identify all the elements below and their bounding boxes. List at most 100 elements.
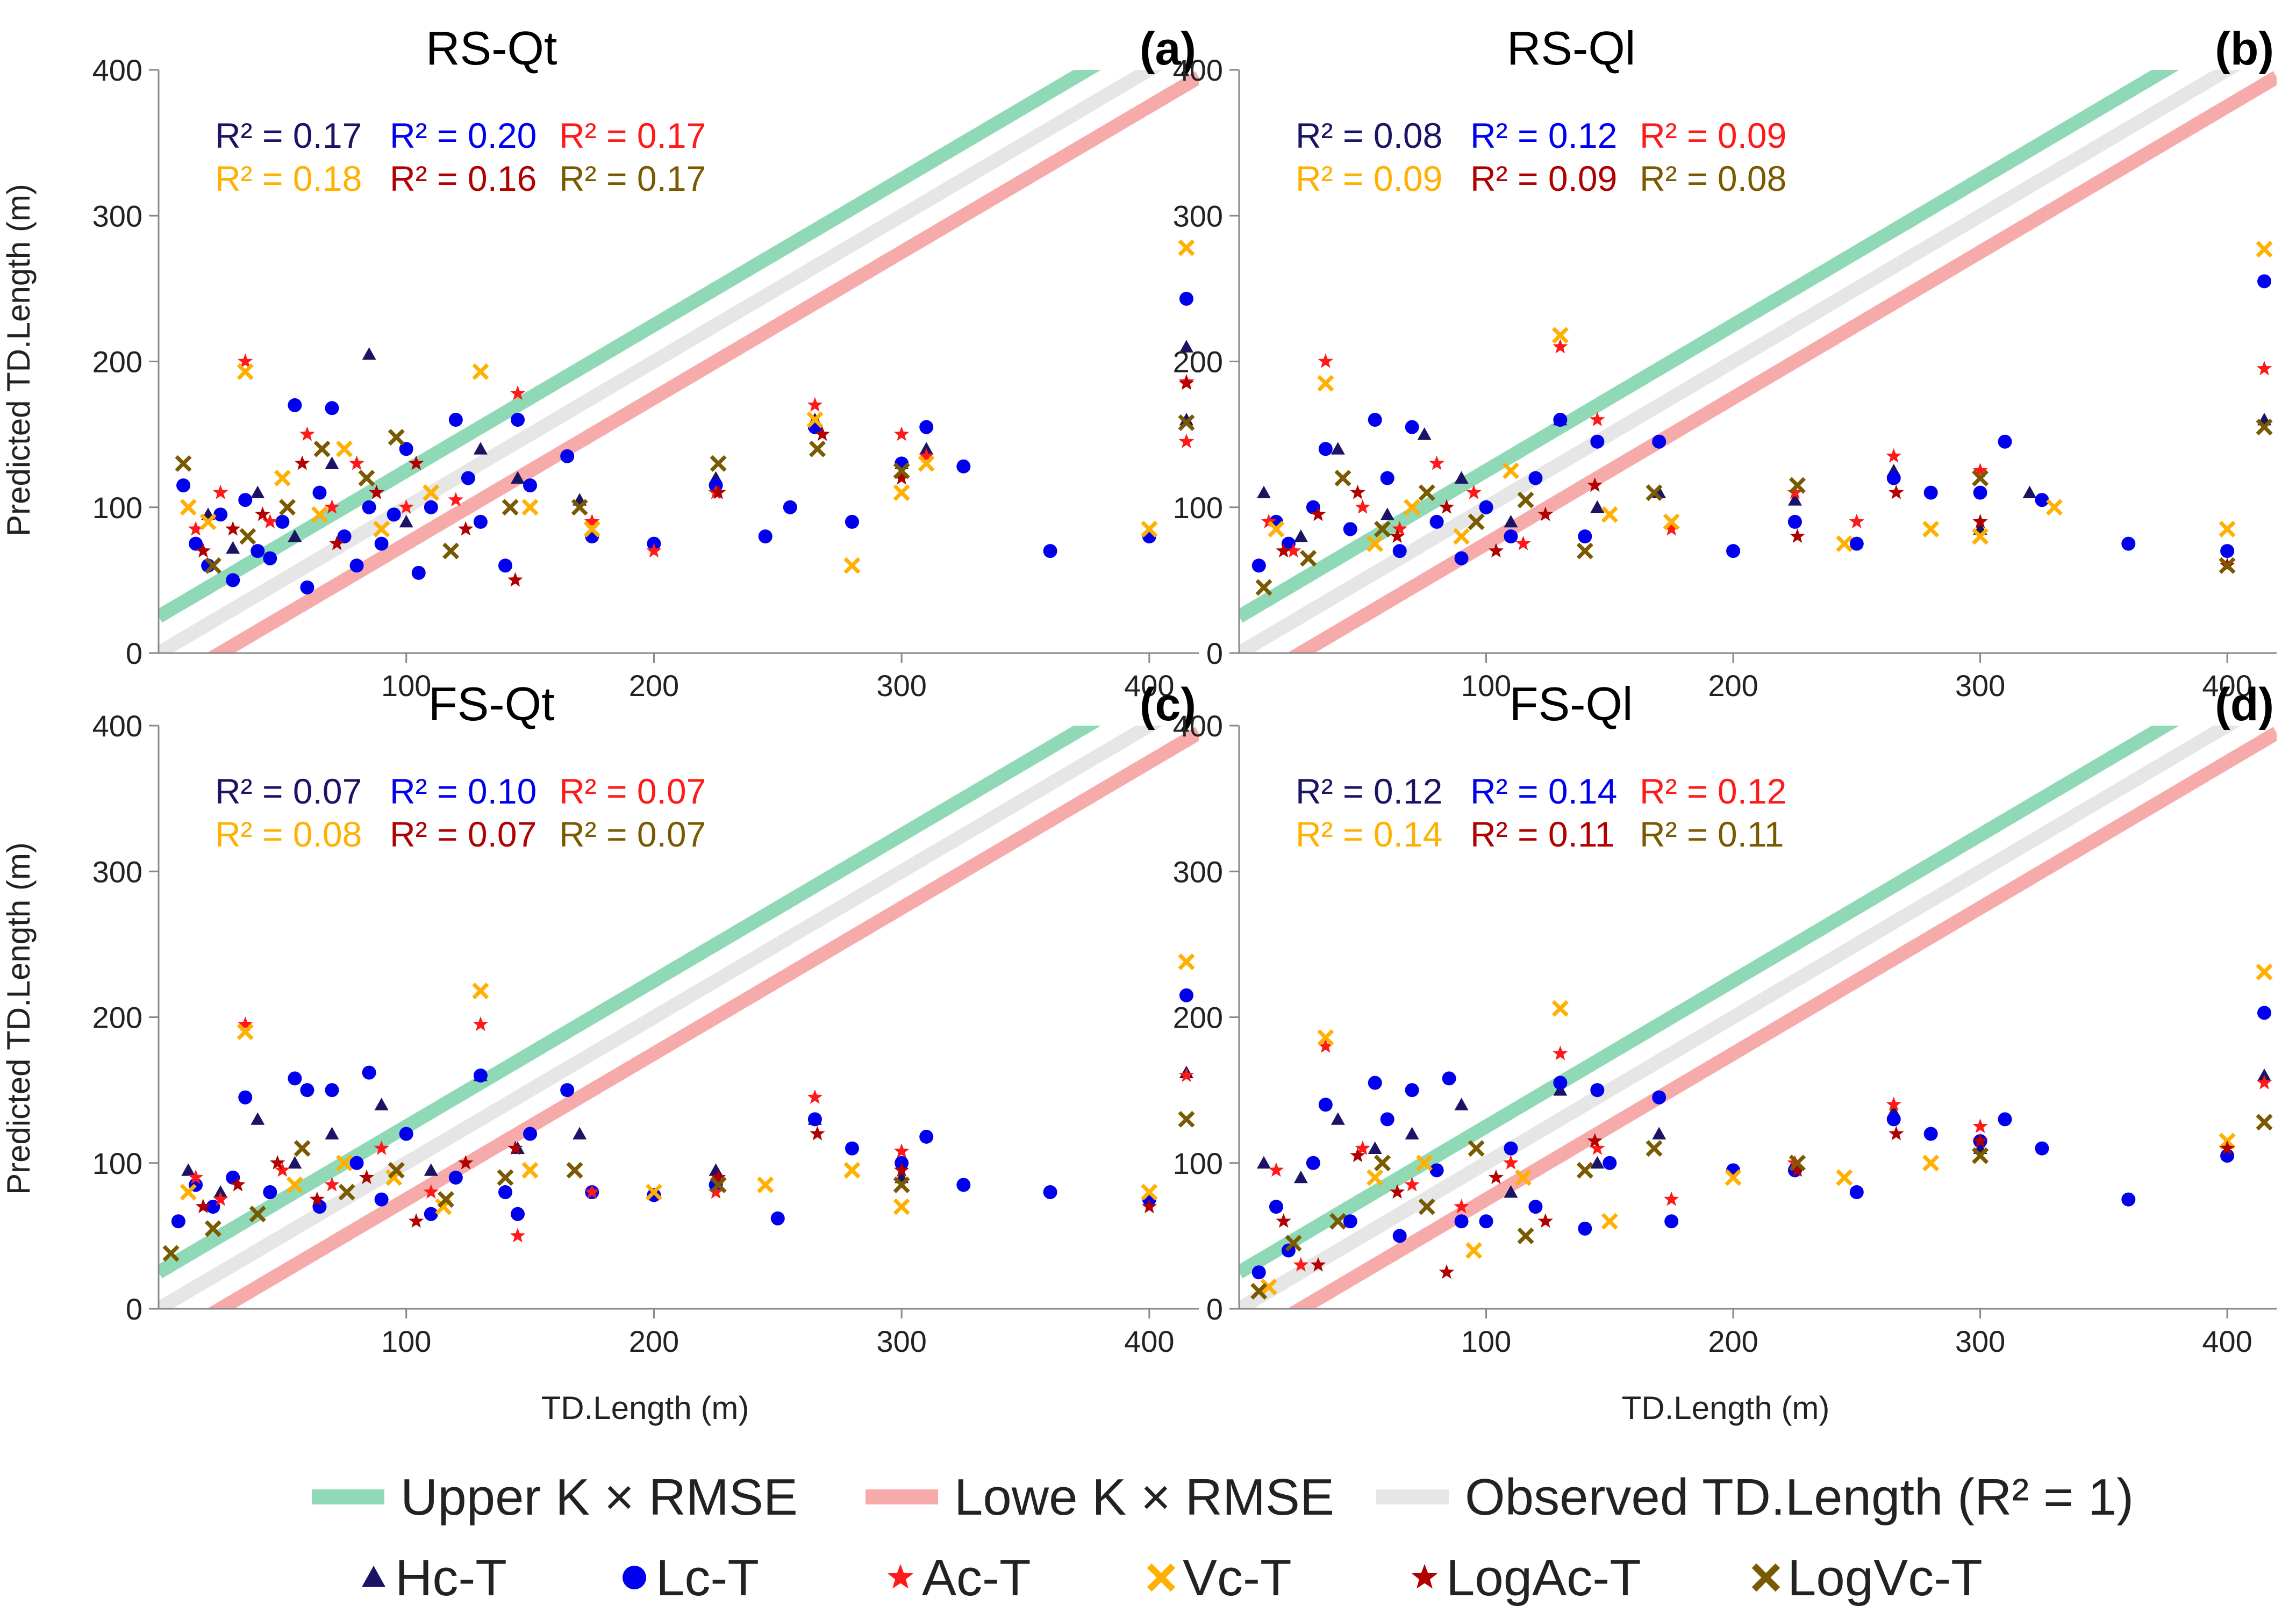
reference-bands — [1239, 70, 2277, 653]
legend-label: Ac-T — [922, 1549, 1031, 1607]
data-point — [893, 1162, 910, 1177]
data-point — [1404, 499, 1421, 516]
data-point — [1922, 520, 1940, 537]
data-point — [1380, 1112, 1394, 1127]
data-point — [2121, 1192, 2136, 1207]
data-point — [1468, 1140, 1485, 1157]
observed-line — [1239, 726, 2241, 1309]
data-point — [498, 558, 512, 573]
data-point — [2035, 493, 2049, 507]
data-point — [213, 507, 228, 522]
data-point — [2219, 1140, 2235, 1155]
data-point — [893, 1176, 910, 1193]
data-point — [893, 462, 910, 479]
data-point — [1405, 1083, 1419, 1098]
data-point — [1343, 1214, 1357, 1229]
y-tick-label: 100 — [92, 1146, 142, 1180]
x-tick-label: 200 — [629, 1324, 679, 1358]
legend-x-icon — [1751, 1563, 1780, 1592]
data-point — [472, 983, 489, 1000]
data-point — [1972, 463, 1988, 477]
legend: Upper K × RMSE Lowe K × RMSE Observed TD.L… — [312, 1468, 2134, 1607]
series-lc-t — [1251, 274, 2272, 573]
data-point — [1256, 485, 1271, 499]
x-tick-label: 300 — [876, 669, 926, 703]
data-point — [263, 551, 277, 565]
data-point — [374, 1140, 389, 1155]
data-point — [448, 492, 464, 507]
r2-annotation: R² = 0.17 — [559, 116, 706, 155]
x-tick-label: 200 — [629, 669, 679, 703]
data-point — [758, 529, 773, 543]
data-point — [1310, 1257, 1326, 1272]
data-point — [286, 1176, 303, 1193]
r2-annotation: R² = 0.16 — [390, 159, 537, 198]
y-axis-label-top: Predicted TD.Length (m) — [1, 184, 37, 536]
data-point — [1141, 1184, 1158, 1201]
data-point — [498, 1185, 512, 1199]
data-point — [1922, 1155, 1940, 1172]
legend-star-icon — [1411, 1564, 1438, 1589]
data-point — [249, 1206, 266, 1223]
data-point — [226, 541, 240, 554]
data-point — [1849, 1185, 1864, 1199]
data-point — [1318, 353, 1334, 368]
data-point — [1293, 1257, 1309, 1272]
data-point — [1179, 340, 1193, 353]
panel-letter: (b) — [2215, 23, 2274, 75]
data-point — [162, 1245, 180, 1262]
data-point — [1293, 529, 1308, 542]
data-point — [1260, 1278, 1277, 1295]
data-point — [2022, 485, 2037, 499]
data-point — [770, 1211, 785, 1225]
data-point — [324, 1177, 340, 1192]
series-ac-t — [1261, 339, 2272, 558]
data-point — [369, 484, 384, 499]
data-point — [251, 1112, 265, 1125]
data-point — [204, 1220, 221, 1237]
data-point — [510, 1228, 526, 1243]
data-point — [1380, 471, 1394, 485]
data-point — [583, 520, 600, 537]
data-point — [349, 1156, 364, 1170]
data-point — [1318, 1038, 1334, 1053]
data-point — [1479, 1214, 1493, 1229]
legend-label: Lc-T — [656, 1549, 759, 1607]
data-point — [523, 478, 538, 493]
data-point — [560, 449, 575, 463]
lower-band-line — [206, 71, 1199, 653]
data-point — [571, 499, 588, 516]
data-point — [814, 426, 830, 441]
data-point — [358, 469, 375, 487]
data-point — [1392, 544, 1407, 558]
data-point — [1404, 1177, 1420, 1192]
data-point — [1652, 434, 1666, 449]
panel-title: FS-Ql — [1510, 677, 1633, 730]
data-point — [300, 580, 314, 594]
data-point — [309, 1191, 325, 1206]
data-point — [263, 1185, 277, 1199]
data-point — [1972, 528, 1989, 545]
data-point — [1374, 1155, 1391, 1172]
data-point — [956, 1178, 971, 1192]
data-point — [313, 440, 331, 457]
data-point — [288, 1156, 302, 1169]
data-point — [566, 1162, 583, 1179]
data-point — [230, 1177, 246, 1192]
data-point — [521, 1162, 539, 1179]
x-tick-label: 100 — [381, 1324, 431, 1358]
r2-annotation: R² = 0.20 — [390, 116, 537, 155]
data-point — [1389, 1184, 1405, 1199]
observed-line — [159, 726, 1163, 1309]
x-tick-label: 300 — [1955, 669, 2005, 703]
data-point — [1601, 506, 1618, 523]
legend-triangle-icon — [362, 1566, 385, 1587]
legend-label: LogVc-T — [1787, 1549, 1983, 1607]
data-point — [1454, 1199, 1469, 1214]
x-tick-label: 400 — [1124, 1324, 1174, 1358]
data-point — [1178, 375, 1195, 390]
data-point — [238, 1016, 253, 1031]
data-point — [1517, 1227, 1534, 1244]
data-point — [1886, 471, 1901, 485]
